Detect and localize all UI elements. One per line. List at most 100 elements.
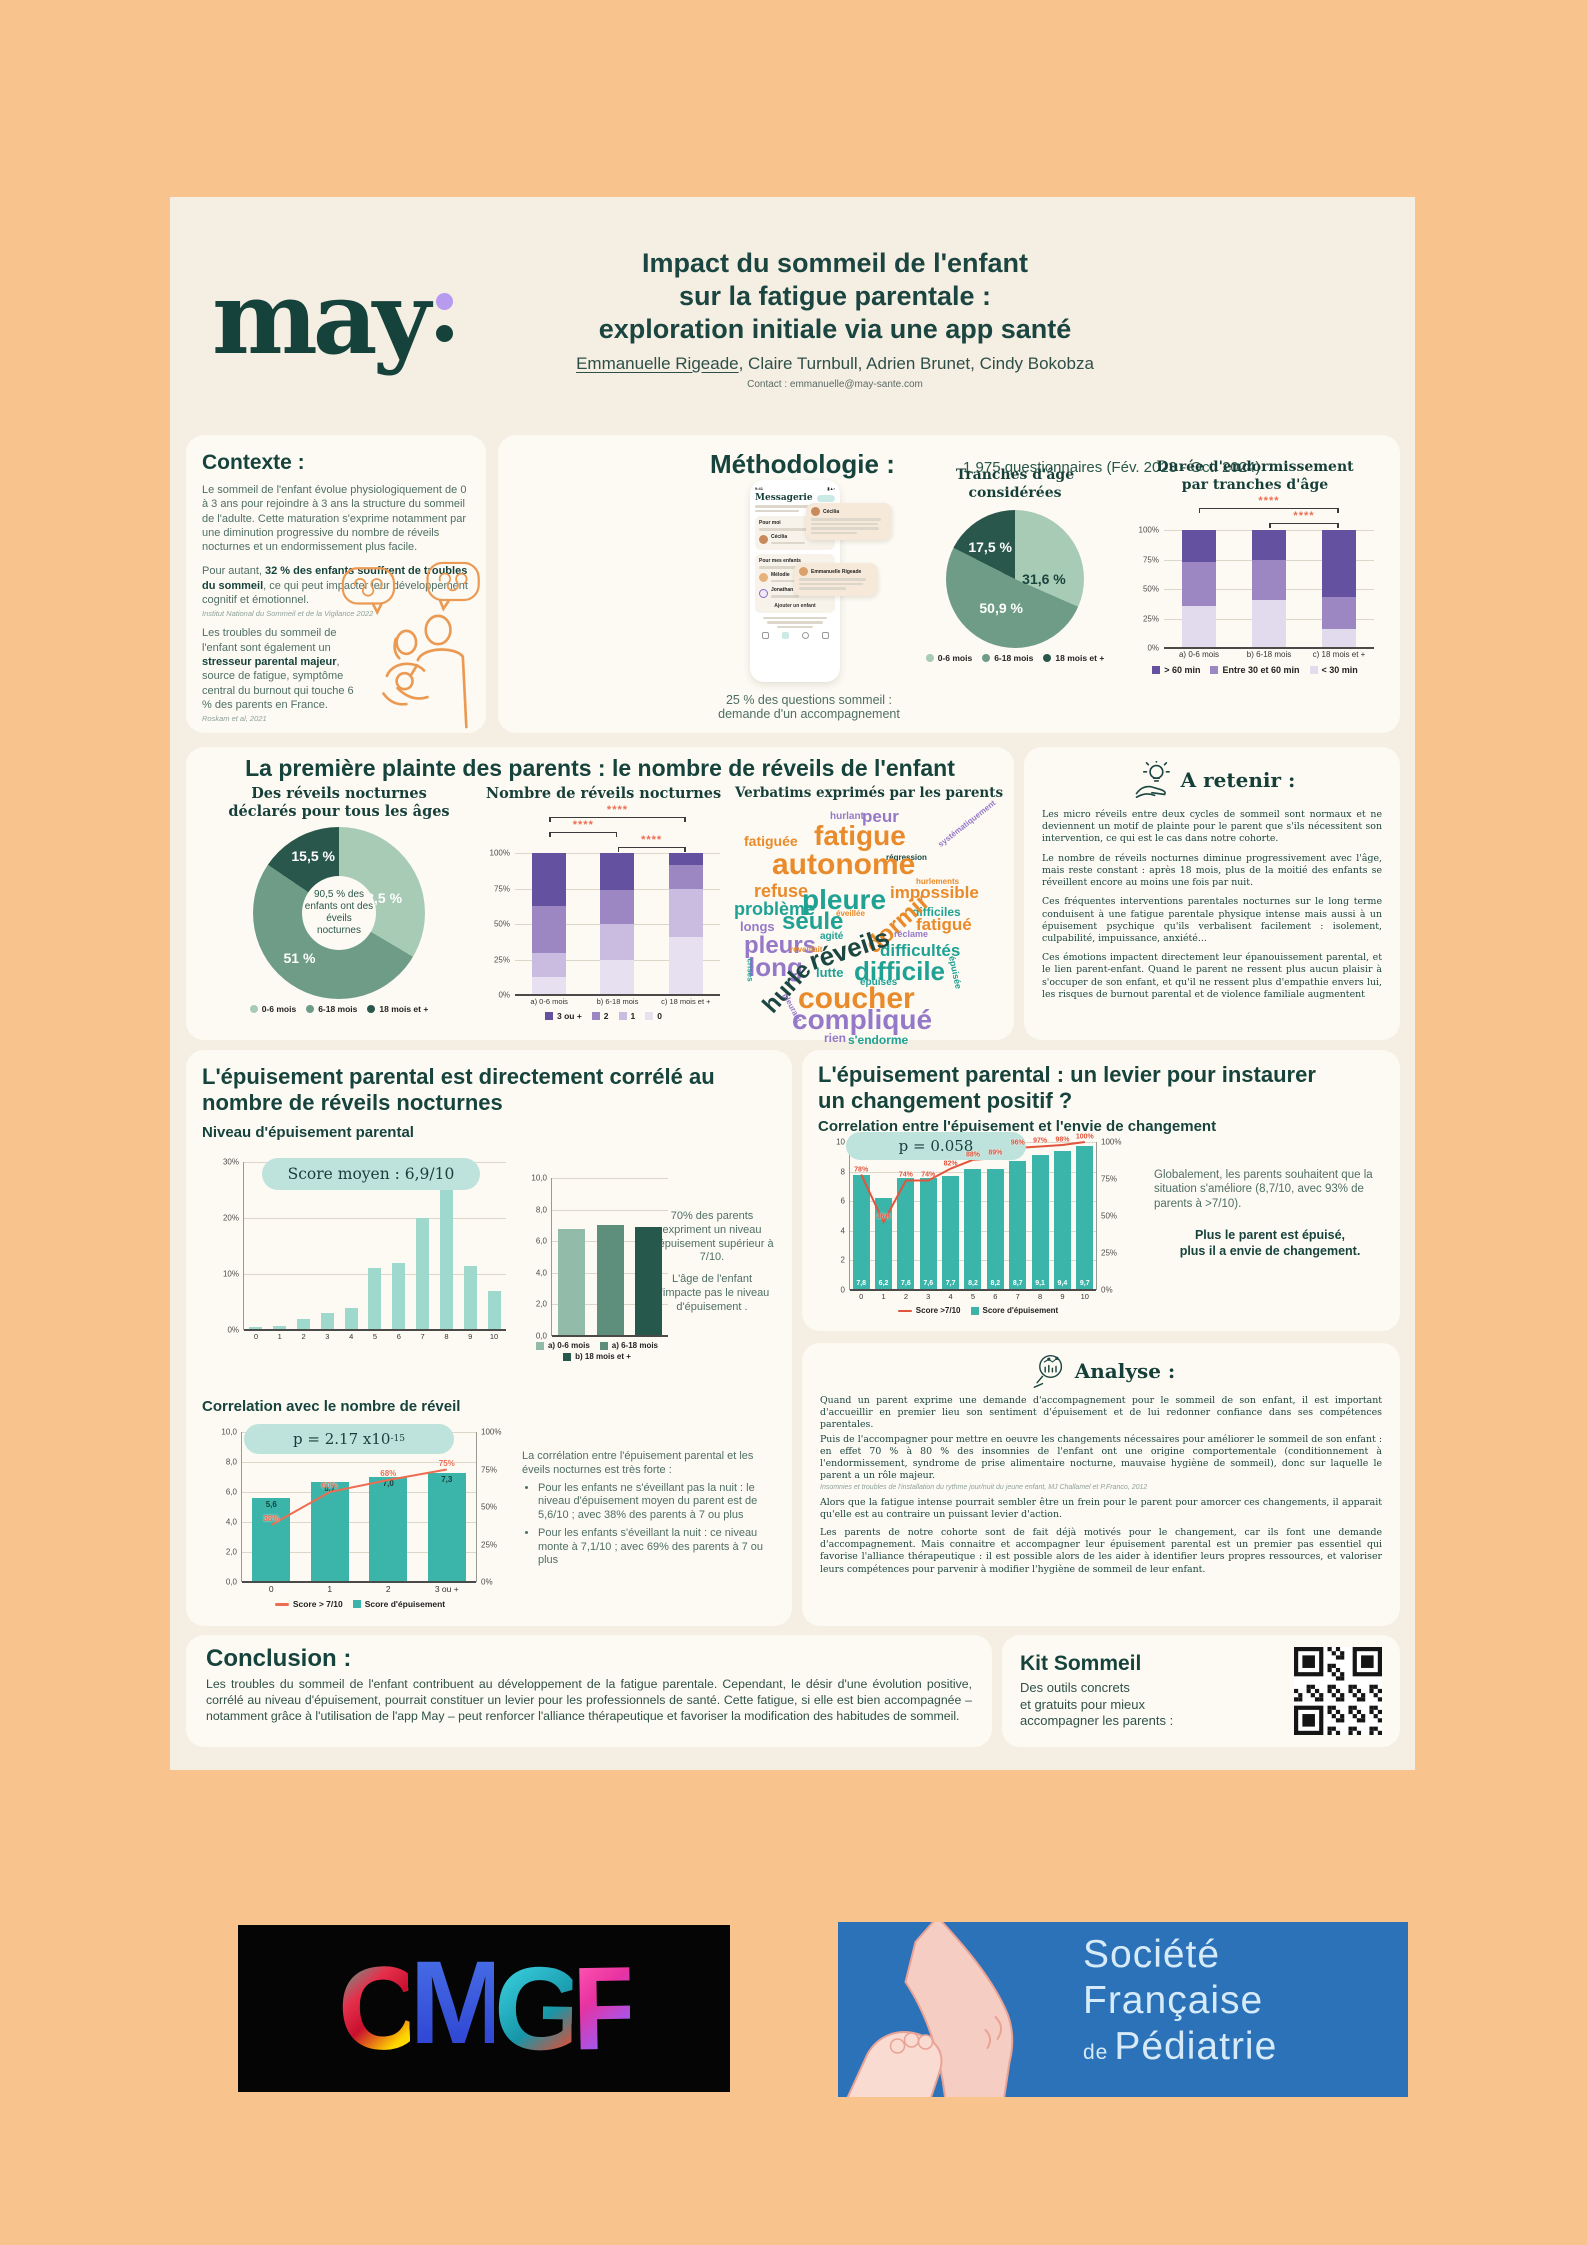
sfp-line-3: de Pédiatrie — [1083, 2025, 1278, 2069]
epuisement-sub2: Correlation avec le nombre de réveil — [202, 1398, 461, 1415]
phone-add-child-button[interactable]: Ajouter un enfant — [774, 602, 816, 609]
pie-title-1: Tranches d'âge — [955, 467, 1075, 483]
kit-text: Des outils concrets et gratuits pour mieu… — [1020, 1679, 1174, 1729]
methodologie-card: Méthodologie : 1 975 questionnaires (Fév… — [498, 435, 1400, 733]
analyse-p3: Alors que la fatigue intense pourrait se… — [820, 1496, 1382, 1520]
epuisement-card: L'épuisement parental est directement co… — [186, 1050, 792, 1626]
plainte-card: La première plainte des parents : le nom… — [186, 747, 1014, 1046]
sfp-line-1: Société — [1083, 1933, 1221, 1976]
age-pie-block: Tranches d'âge considérées 31,6 % 50,9 % 1… — [920, 467, 1110, 663]
sfp-logo: Société Française de Pédiatrie — [838, 1922, 1408, 2097]
title-line-1: Impact du sommeil de l'enfant — [642, 248, 1028, 278]
analyse-p4: Les parents de notre cohorte sont de fai… — [820, 1526, 1382, 1575]
chat-bubble-cecilia: Cécilia — [806, 503, 892, 540]
conclusion-text: Les troubles du sommeil de l'enfant cont… — [206, 1677, 972, 1723]
analyse-p2: Puis de l'accompagner pour mettre en oeu… — [820, 1433, 1382, 1482]
avatar — [759, 535, 768, 545]
donut-title-1: Des réveils nocturnes — [251, 785, 427, 802]
levier-title: L'épuisement parental : un levier pour i… — [818, 1062, 1316, 1113]
p-value-badge-2: p = 0.058 — [846, 1132, 1026, 1160]
donut-title-2: déclarés pour tous les âges — [228, 803, 450, 821]
aretenir-p4: Ces émotions impactent directement leur … — [1042, 952, 1382, 1000]
correlation-chart: 10,0 8,0 6,0 4,0 2,0 0,0 100% 75% 50% 25% 0% 5,6 6,7… — [221, 1427, 502, 1610]
title-line-3: exploration initiale via une app santé — [598, 313, 1072, 344]
methodo-title: Méthodologie : — [710, 449, 895, 479]
author-main: Emmanuelle Rigeade — [576, 353, 739, 373]
contexte-card: Contexte : Le sommeil de l'enfant évolue… — [186, 435, 486, 733]
phone-status-icons: ▮▲▪ — [827, 486, 835, 491]
donut-legend: 0-6 mois 6-18 mois 18 mois et + — [214, 1004, 464, 1014]
analyse-card: Analyse : Quand un parent exprime une de… — [802, 1343, 1400, 1626]
pie-title-2: considérées — [968, 484, 1062, 501]
sfp-text: Société Française de Pédiatrie — [1083, 1932, 1277, 2070]
levier-card: L'épuisement parental : un levier pour i… — [802, 1050, 1400, 1331]
cmgf-letter-f: F — [570, 1942, 631, 2075]
poster-title: Impact du sommeil de l'enfant sur la fat… — [420, 247, 1250, 390]
aretenir-title: A retenir : — [1180, 768, 1296, 792]
hands-illustration — [846, 1922, 1014, 2097]
correlation-bullet-2: Pour les enfants s'éveillant la nuit : c… — [538, 1527, 778, 1568]
reveils-title: Nombre de réveils nocturnes — [485, 785, 722, 802]
phone-time: 9:41 — [755, 486, 764, 491]
may-logo-text: may — [212, 259, 431, 377]
epuisement-note: 70% des parents expriment un niveau d'ép… — [650, 1210, 774, 1313]
epuisement-sub1: Niveau d'épuisement parental — [202, 1124, 414, 1141]
conclusion-card: Conclusion : Les troubles du sommeil de … — [186, 1635, 992, 1747]
idea-hand-icon — [1135, 761, 1170, 799]
avatar — [759, 573, 768, 583]
conclusion-title: Conclusion : — [206, 1645, 352, 1672]
aretenir-p1: Les micro réveils entre deux cycles de s… — [1042, 809, 1382, 845]
contexte-title: Contexte : — [202, 451, 305, 474]
levier-note: Globalement, les parents souhaitent que … — [1154, 1169, 1373, 1259]
sfp-line-2: Française — [1083, 1979, 1264, 2023]
analyse-title: Analyse : — [1074, 1359, 1176, 1383]
envie-chart: 10 8 6 4 2 0 100% 75% 50% 25% 0% 7,8 6,2 7,6 7,6 7,7 8,2… — [836, 1133, 1122, 1316]
reveils-chart: **** **** **** 100% 75% 50% 25% 0% a) 0-6 mois b)… — [481, 803, 726, 1021]
aretenir-p2: Le nombre de réveils nocturnes diminue p… — [1042, 852, 1382, 889]
avatar — [759, 588, 768, 598]
contact-email: Contact : emmanuelle@may-sante.com — [747, 378, 923, 390]
title-line-2: sur la fatigue parentale : — [678, 280, 992, 311]
may-logo: may — [212, 259, 453, 377]
cmgf-letter-m: M — [409, 1936, 508, 2069]
contexte-cite1: Institut National du Sommeil et de la Vi… — [202, 609, 374, 619]
score-moyen-badge: Score moyen : 6,9/10 — [262, 1158, 480, 1190]
wordcloud: hurlant peur systématiquement fatiguée fatig… — [734, 798, 998, 1047]
magnifier-chart-icon — [1033, 1354, 1062, 1388]
plainte-title: La première plainte des parents : le nom… — [245, 755, 955, 781]
age-pie-chart: 31,6 % 50,9 % 17,5 % — [946, 510, 1084, 648]
correlation-block: p = 2.17 x10 -15 10,0 8,0 6,0 4,0 2,0 0,0 100% 7… — [210, 1424, 510, 1610]
chat-bubble-emmanuelle: Emmanuelle Rigeade — [794, 563, 878, 596]
methodo-stat: 1 975 questionnaires (Fév. 2023 - Oct. 2… — [963, 459, 1261, 476]
histogram-block: Score moyen : 6,9/10 30% 20% 10% 0% 0 1 2 3 4 5 6 7… — [210, 1158, 510, 1341]
methodo-caption: 25 % des questions sommeil : demande d'un… — [718, 693, 900, 722]
p-value-badge-1: p = 2.17 x10 -15 — [244, 1424, 454, 1454]
epuisement-title: L'épuisement parental est directement co… — [202, 1064, 715, 1115]
wordcloud-title: Verbatims exprimés par les parents — [734, 785, 1004, 801]
contexte-cite2: Roskam et al, 2021 — [202, 714, 267, 724]
aretenir-p3: Ces fréquentes interventions parentales … — [1042, 896, 1382, 944]
family-illustration — [341, 561, 480, 729]
mini-bars-block: 10,0 8,0 6,0 4,0 2,0 0,0 a) 0-6 mois a) 6-18 mo… — [522, 1174, 672, 1361]
cmgf-logo: C M G F — [238, 1925, 730, 2092]
cmgf-letter-g: G — [492, 1941, 573, 2076]
cmgf-letter-c: C — [336, 1941, 412, 2076]
phone-header: Messagerie — [755, 493, 813, 503]
kit-card: Kit Sommeil Des outils concrets et gratui… — [1002, 1635, 1400, 1747]
age-pie-legend: 0-6 mois 6-18 mois 18 mois et + — [920, 653, 1110, 663]
contexte-p3: Les troubles du sommeil de l'enfant sont… — [202, 627, 354, 711]
endormissement-chart: **** **** 100% 75% 50% 25% 0% a) 0-6 mois b) 6-1… — [1130, 494, 1380, 675]
levier-sub: Correlation entre l'épuisement et l'envi… — [818, 1118, 1217, 1135]
donut-block: Des réveils nocturnes déclarés pour tous… — [214, 785, 464, 1014]
mini-bar-chart: 10,0 8,0 6,0 4,0 2,0 0,0 a) 0-6 mois a) 6-18 mo… — [522, 1174, 672, 1361]
donut-chart: 33,5 % 51 % 15,5 % 90,5 % des enfants ont d… — [253, 827, 425, 1000]
endormissement-title-1: Durée d'endormissement — [1156, 459, 1354, 475]
qr-code — [1294, 1647, 1382, 1735]
analyse-p1: Quand un parent exprime une demande d'ac… — [820, 1395, 1382, 1431]
wordcloud-block: Verbatims exprimés par les parents hurla… — [734, 785, 1004, 1050]
phone-pill-button[interactable] — [817, 494, 835, 502]
envie-block: p = 0.058 10 8 6 4 2 0 100% 75% 50% 25% 0% 7,8 6,2 7,… — [828, 1132, 1128, 1316]
phone-navbar[interactable] — [755, 632, 835, 639]
poster: may Impact du sommeil de l'enfant sur la… — [170, 197, 1415, 1770]
